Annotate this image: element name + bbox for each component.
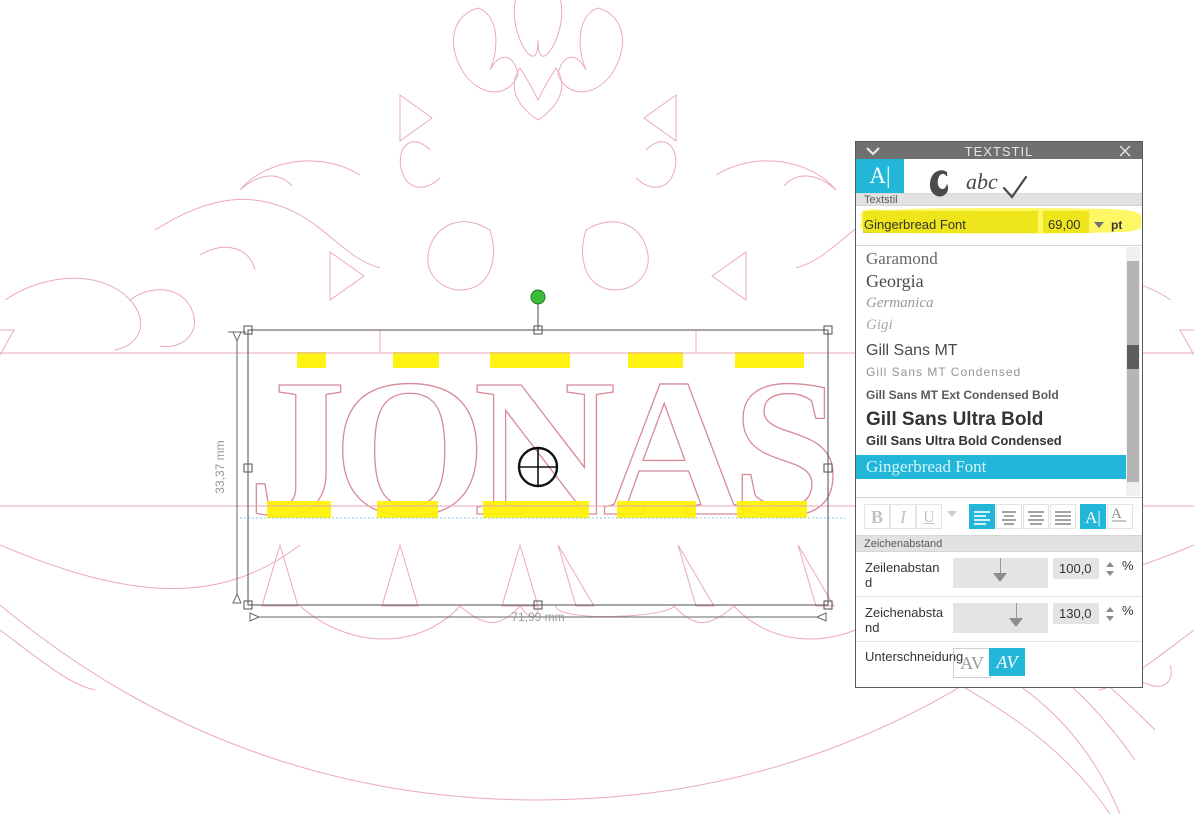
svg-text:71,99 mm: 71,99 mm xyxy=(511,610,564,624)
svg-text:A: A xyxy=(1111,506,1122,522)
svg-text:abc: abc xyxy=(966,169,998,194)
svg-text:33,37 mm: 33,37 mm xyxy=(213,440,227,493)
